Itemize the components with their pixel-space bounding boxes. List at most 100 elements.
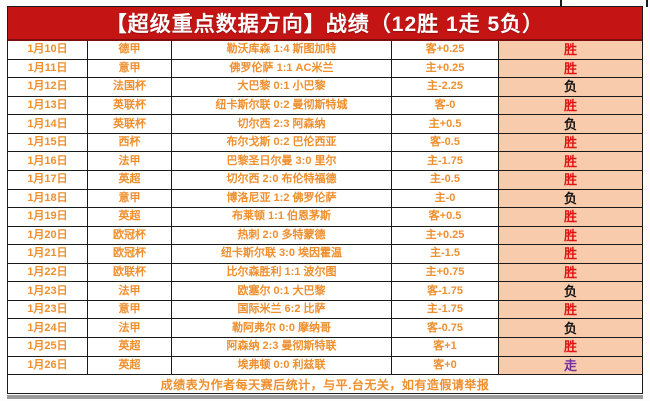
result-cell: 胜 [499, 263, 642, 282]
league-cell: 意甲 [88, 300, 172, 319]
table-row: 1月24日 法甲 勒阿弗尔 0:0 摩纳哥 客-0.75 负 [8, 319, 642, 338]
match-cell: 切尔西 2:3 阿森纳 [172, 115, 392, 133]
table-row: 1月25日 英超 阿森纳 2:3 曼彻斯特联 客+1 胜 [8, 338, 642, 357]
result-cell: 走 [499, 356, 642, 375]
table-row: 1月18日 意甲 博洛尼亚 1:2 佛罗伦萨 主-0 负 [8, 189, 642, 209]
match-cell: 勒阿弗尔 0:0 摩纳哥 [172, 319, 392, 337]
handicap-cell: 客+0.25 [392, 41, 499, 59]
match-cell: 勒沃库森 1:4 斯图加特 [172, 41, 392, 59]
league-cell: 德甲 [88, 41, 172, 59]
match-cell: 布尔戈斯 0:2 巴伦西亚 [172, 133, 392, 152]
result-cell: 胜 [499, 152, 642, 170]
result-cell: 胜 [499, 41, 642, 59]
handicap-cell: 主-0.5 [392, 170, 499, 189]
league-cell: 欧联杯 [88, 263, 172, 282]
table-row: 1月19日 英超 布莱顿 1:1 伯恩茅斯 客+0.5 胜 [8, 208, 642, 227]
match-cell: 纽卡斯尔联 3:0 埃因霍温 [172, 245, 392, 263]
match-cell: 阿森纳 2:3 曼彻斯特联 [172, 338, 392, 356]
match-cell: 比尔森胜利 1:1 波尔图 [172, 263, 392, 282]
result-cell: 负 [499, 115, 642, 133]
result-cell: 负 [499, 319, 642, 337]
table-row: 1月14日 英联杯 切尔西 2:3 阿森纳 主+0.5 负 [8, 115, 642, 134]
handicap-cell: 客-0.5 [392, 133, 499, 152]
date-cell: 1月23日 [8, 300, 88, 319]
match-cell: 大巴黎 0:1 小巴黎 [172, 78, 392, 96]
table-row: 1月20日 欧冠杯 热刺 2:0 多特蒙德 主+0.25 胜 [8, 226, 642, 246]
handicap-cell: 主+0.25 [392, 226, 499, 245]
table-row: 1月11日 意甲 佛罗伦萨 1:1 AC米兰 主+0.25 胜 [8, 59, 642, 79]
league-cell: 意甲 [88, 59, 172, 78]
league-cell: 法甲 [88, 152, 172, 170]
date-cell: 1月23日 [8, 282, 88, 300]
table-row: 1月10日 德甲 勒沃库森 1:4 斯图加特 客+0.25 胜 [8, 41, 642, 60]
date-cell: 1月17日 [8, 170, 88, 189]
result-cell: 负 [499, 282, 642, 300]
league-cell: 英超 [88, 208, 172, 226]
league-cell: 西杯 [88, 133, 172, 152]
result-cell: 负 [499, 189, 642, 208]
bottom-shadow-strip [7, 395, 643, 399]
result-cell: 胜 [499, 226, 642, 245]
handicap-cell: 主-2.25 [392, 78, 499, 96]
handicap-cell: 主+0.5 [392, 115, 499, 133]
date-cell: 1月13日 [8, 96, 88, 115]
handicap-cell: 客-1.75 [392, 282, 499, 300]
date-cell: 1月12日 [8, 78, 88, 96]
date-cell: 1月15日 [8, 133, 88, 152]
match-cell: 巴黎圣日尔曼 3:0 里尔 [172, 152, 392, 170]
date-cell: 1月16日 [8, 152, 88, 170]
league-cell: 英超 [88, 356, 172, 375]
result-cell: 胜 [499, 133, 642, 152]
table-body: 1月10日 德甲 勒沃库森 1:4 斯图加特 客+0.25 胜 1月11日 意甲… [8, 41, 642, 376]
table-row: 1月15日 西杯 布尔戈斯 0:2 巴伦西亚 客-0.5 胜 [8, 133, 642, 153]
match-cell: 埃弗顿 0:0 利兹联 [172, 356, 392, 375]
handicap-cell: 客+1 [392, 338, 499, 356]
result-cell: 胜 [499, 245, 642, 263]
match-cell: 欧塞尔 0:1 大巴黎 [172, 282, 392, 300]
result-cell: 胜 [499, 338, 642, 356]
date-cell: 1月26日 [8, 356, 88, 375]
table-header-banner: 【超级重点数据方向】战绩（12胜 1走 5负） [8, 7, 642, 41]
league-cell: 法甲 [88, 319, 172, 337]
match-cell: 热刺 2:0 多特蒙德 [172, 226, 392, 245]
league-cell: 欧冠杯 [88, 226, 172, 245]
date-cell: 1月21日 [8, 245, 88, 263]
result-cell: 胜 [499, 300, 642, 319]
result-cell: 负 [499, 78, 642, 96]
match-cell: 博洛尼亚 1:2 佛罗伦萨 [172, 189, 392, 208]
league-cell: 意甲 [88, 189, 172, 208]
cropped-gridline-tick [646, 0, 648, 7]
table-row: 1月17日 英超 切尔西 2:0 布伦特福德 主-0.5 胜 [8, 170, 642, 190]
table-row: 1月12日 法国杯 大巴黎 0:1 小巴黎 主-2.25 负 [8, 78, 642, 97]
match-cell: 切尔西 2:0 布伦特福德 [172, 170, 392, 189]
match-cell: 布莱顿 1:1 伯恩茅斯 [172, 208, 392, 226]
handicap-cell: 主-0 [392, 189, 499, 208]
league-cell: 英联杯 [88, 96, 172, 115]
handicap-cell: 客-0.75 [392, 319, 499, 337]
table-row: 1月16日 法甲 巴黎圣日尔曼 3:0 里尔 主-1.75 胜 [8, 152, 642, 171]
result-cell: 胜 [499, 208, 642, 226]
result-cell: 胜 [499, 59, 642, 78]
league-cell: 英联杯 [88, 115, 172, 133]
handicap-cell: 客-0 [392, 96, 499, 115]
result-cell: 胜 [499, 170, 642, 189]
table-row: 1月21日 欧冠杯 纽卡斯尔联 3:0 埃因霍温 主-1.5 胜 [8, 245, 642, 264]
date-cell: 1月19日 [8, 208, 88, 226]
table-row: 1月22日 欧联杯 比尔森胜利 1:1 波尔图 主+0.75 胜 [8, 263, 642, 283]
league-cell: 法国杯 [88, 78, 172, 96]
match-cell: 佛罗伦萨 1:1 AC米兰 [172, 59, 392, 78]
handicap-cell: 主-1.5 [392, 245, 499, 263]
league-cell: 法甲 [88, 282, 172, 300]
handicap-cell: 主+0.75 [392, 263, 499, 282]
footer-note: 成绩表为作者每天赛后统计，与平.台无关，如有造假请举报 [160, 377, 490, 392]
match-cell: 国际米兰 6:2 比萨 [172, 300, 392, 319]
results-table: 【超级重点数据方向】战绩（12胜 1走 5负） 1月10日 德甲 勒沃库森 1:… [7, 6, 643, 394]
footer-disclaimer-row: 成绩表为作者每天赛后统计，与平.台无关，如有造假请举报 [8, 375, 642, 393]
table-row: 1月13日 英联杯 纽卡斯尔联 0:2 曼彻斯特城 客-0 胜 [8, 96, 642, 116]
cropped-gridline-tick [560, 0, 562, 7]
handicap-cell: 主+0.25 [392, 59, 499, 78]
date-cell: 1月20日 [8, 226, 88, 245]
date-cell: 1月11日 [8, 59, 88, 78]
league-cell: 欧冠杯 [88, 245, 172, 263]
